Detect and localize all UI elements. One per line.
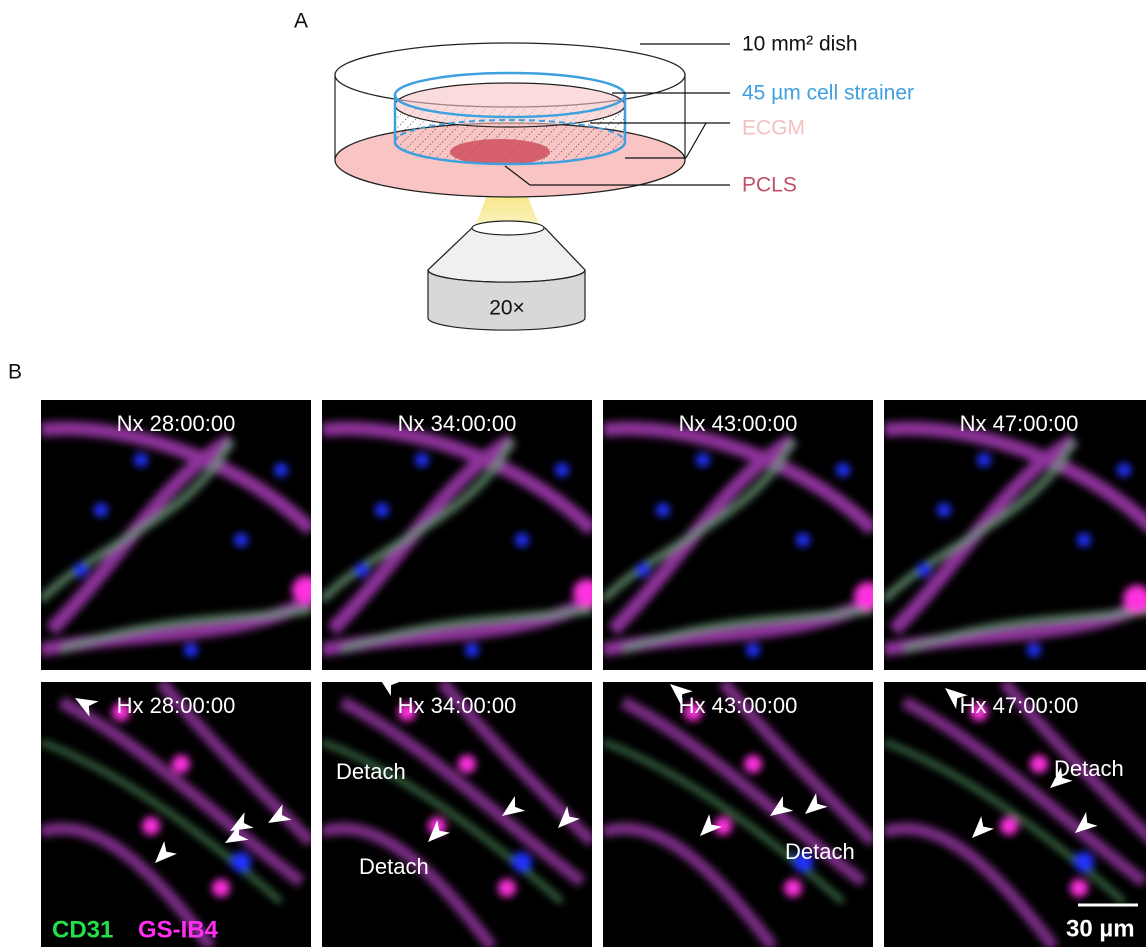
cell	[1070, 879, 1088, 897]
cell	[498, 879, 516, 897]
micrograph	[603, 682, 873, 947]
panel-title: Nx 43:00:00	[679, 411, 798, 436]
panel-title: Hx 34:00:00	[398, 693, 517, 718]
nucleus	[1077, 533, 1091, 547]
panel-title: Nx 34:00:00	[398, 411, 517, 436]
nucleus	[836, 463, 850, 477]
nucleus	[231, 852, 251, 872]
annotation: Detach	[336, 759, 406, 784]
panel-label: B	[8, 361, 22, 384]
dish-label: 10 mm² dish	[742, 33, 858, 56]
nucleus	[656, 503, 670, 517]
nucleus	[636, 563, 650, 577]
cell	[142, 817, 160, 835]
panel-title: Hx 28:00:00	[117, 693, 236, 718]
cell	[458, 755, 476, 773]
nucleus	[555, 463, 569, 477]
nucleus	[375, 503, 389, 517]
nucleus	[977, 453, 991, 467]
stain-label: CD31	[52, 916, 113, 943]
cell	[1030, 755, 1048, 773]
nucleus	[512, 852, 532, 872]
nucleus	[1027, 643, 1041, 657]
cell	[854, 582, 882, 610]
nucleus	[796, 533, 810, 547]
nucleus	[465, 643, 479, 657]
nucleus	[184, 643, 198, 657]
cell	[172, 755, 190, 773]
nucleus	[274, 463, 288, 477]
panel-title: Nx 47:00:00	[960, 411, 1079, 436]
cell	[784, 879, 802, 897]
nucleus	[1074, 852, 1094, 872]
micrograph	[41, 682, 311, 947]
image-grid: Nx 28:00:00 Nx 34:00:00 Nx 43:00:00 Nx 47:0…	[41, 400, 1146, 947]
annotation: Detach	[1054, 756, 1124, 781]
nucleus	[94, 503, 108, 517]
cell	[573, 579, 601, 607]
panel-label: A	[294, 10, 308, 33]
micrograph	[41, 400, 320, 670]
objective-label: 20×	[489, 297, 525, 320]
micrograph	[322, 682, 592, 947]
annotation: Detach	[359, 854, 429, 879]
micrograph	[603, 400, 882, 670]
micrograph	[322, 400, 601, 670]
micrograph	[884, 400, 1146, 670]
nucleus	[1117, 463, 1131, 477]
nucleus	[415, 453, 429, 467]
nucleus	[234, 533, 248, 547]
panel-title: Hx 47:00:00	[960, 693, 1079, 718]
panel-title: Nx 28:00:00	[117, 411, 236, 436]
nucleus	[696, 453, 710, 467]
nucleus	[937, 503, 951, 517]
nucleus	[917, 563, 931, 577]
scale-bar-label: 30 µm	[1066, 915, 1135, 942]
nucleus	[74, 563, 88, 577]
annotation: Detach	[785, 839, 855, 864]
panel-title: Hx 43:00:00	[679, 693, 798, 718]
slice-label: PCLS	[742, 174, 797, 197]
stain-label: GS-IB4	[138, 916, 219, 943]
schematic	[335, 43, 730, 330]
medium-label: ECGM	[742, 117, 805, 140]
figure: A 10 mm² dish 45 µm cell strainer ECGM P…	[0, 0, 1146, 947]
cell	[744, 755, 762, 773]
cell	[212, 879, 230, 897]
cell	[1000, 817, 1018, 835]
nucleus	[746, 643, 760, 657]
nucleus	[355, 563, 369, 577]
cell	[292, 576, 320, 604]
strainer-label: 45 µm cell strainer	[742, 82, 914, 105]
nucleus	[515, 533, 529, 547]
micrograph	[884, 682, 1146, 947]
nucleus	[134, 453, 148, 467]
